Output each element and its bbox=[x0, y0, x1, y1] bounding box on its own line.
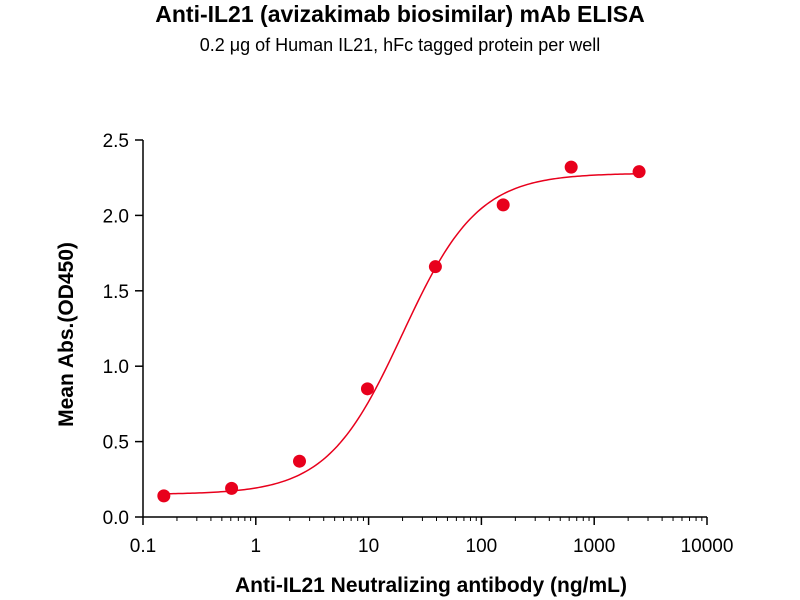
y-axis-title: Mean Abs.(OD450) bbox=[55, 242, 78, 427]
data-point bbox=[428, 260, 442, 274]
axis-labels-layer: 0.1 1 10 100 1000 10000 0.0 0.5 1.0 1.5 2.0 2.5 Anti… bbox=[55, 131, 733, 597]
data-point bbox=[564, 160, 578, 174]
y-tick-label: 1.5 bbox=[103, 282, 129, 303]
data-point bbox=[360, 382, 374, 396]
chart-title: Anti-IL21 (avizakimab biosimilar) mAb EL… bbox=[155, 1, 645, 27]
data-point bbox=[292, 454, 306, 468]
y-tick-label: 2.0 bbox=[103, 206, 129, 227]
x-axis-title: Anti-IL21 Neutralizing antibody (ng/mL) bbox=[235, 574, 627, 597]
data-point bbox=[157, 489, 171, 503]
fit-curve bbox=[163, 173, 640, 495]
x-tick-label: 0.1 bbox=[130, 536, 156, 557]
x-tick-label: 10000 bbox=[681, 536, 734, 557]
x-tick-label: 100 bbox=[466, 536, 498, 557]
axes bbox=[135, 139, 708, 525]
data-point bbox=[225, 481, 239, 495]
fit-curve-layer bbox=[163, 173, 640, 495]
x-tick-label: 1000 bbox=[573, 536, 615, 557]
y-tick-label: 2.5 bbox=[103, 131, 129, 152]
data-point bbox=[496, 198, 510, 212]
data-point bbox=[632, 165, 646, 179]
data-points-layer bbox=[157, 160, 646, 503]
y-tick-label: 0.0 bbox=[103, 508, 129, 529]
y-tick-label: 0.5 bbox=[103, 433, 129, 454]
y-tick-label: 1.0 bbox=[103, 357, 129, 378]
chart-subtitle: 0.2 μg of Human IL21, hFc tagged protein… bbox=[199, 35, 601, 55]
x-tick-label: 1 bbox=[251, 536, 262, 557]
x-tick-label: 10 bbox=[358, 536, 379, 557]
